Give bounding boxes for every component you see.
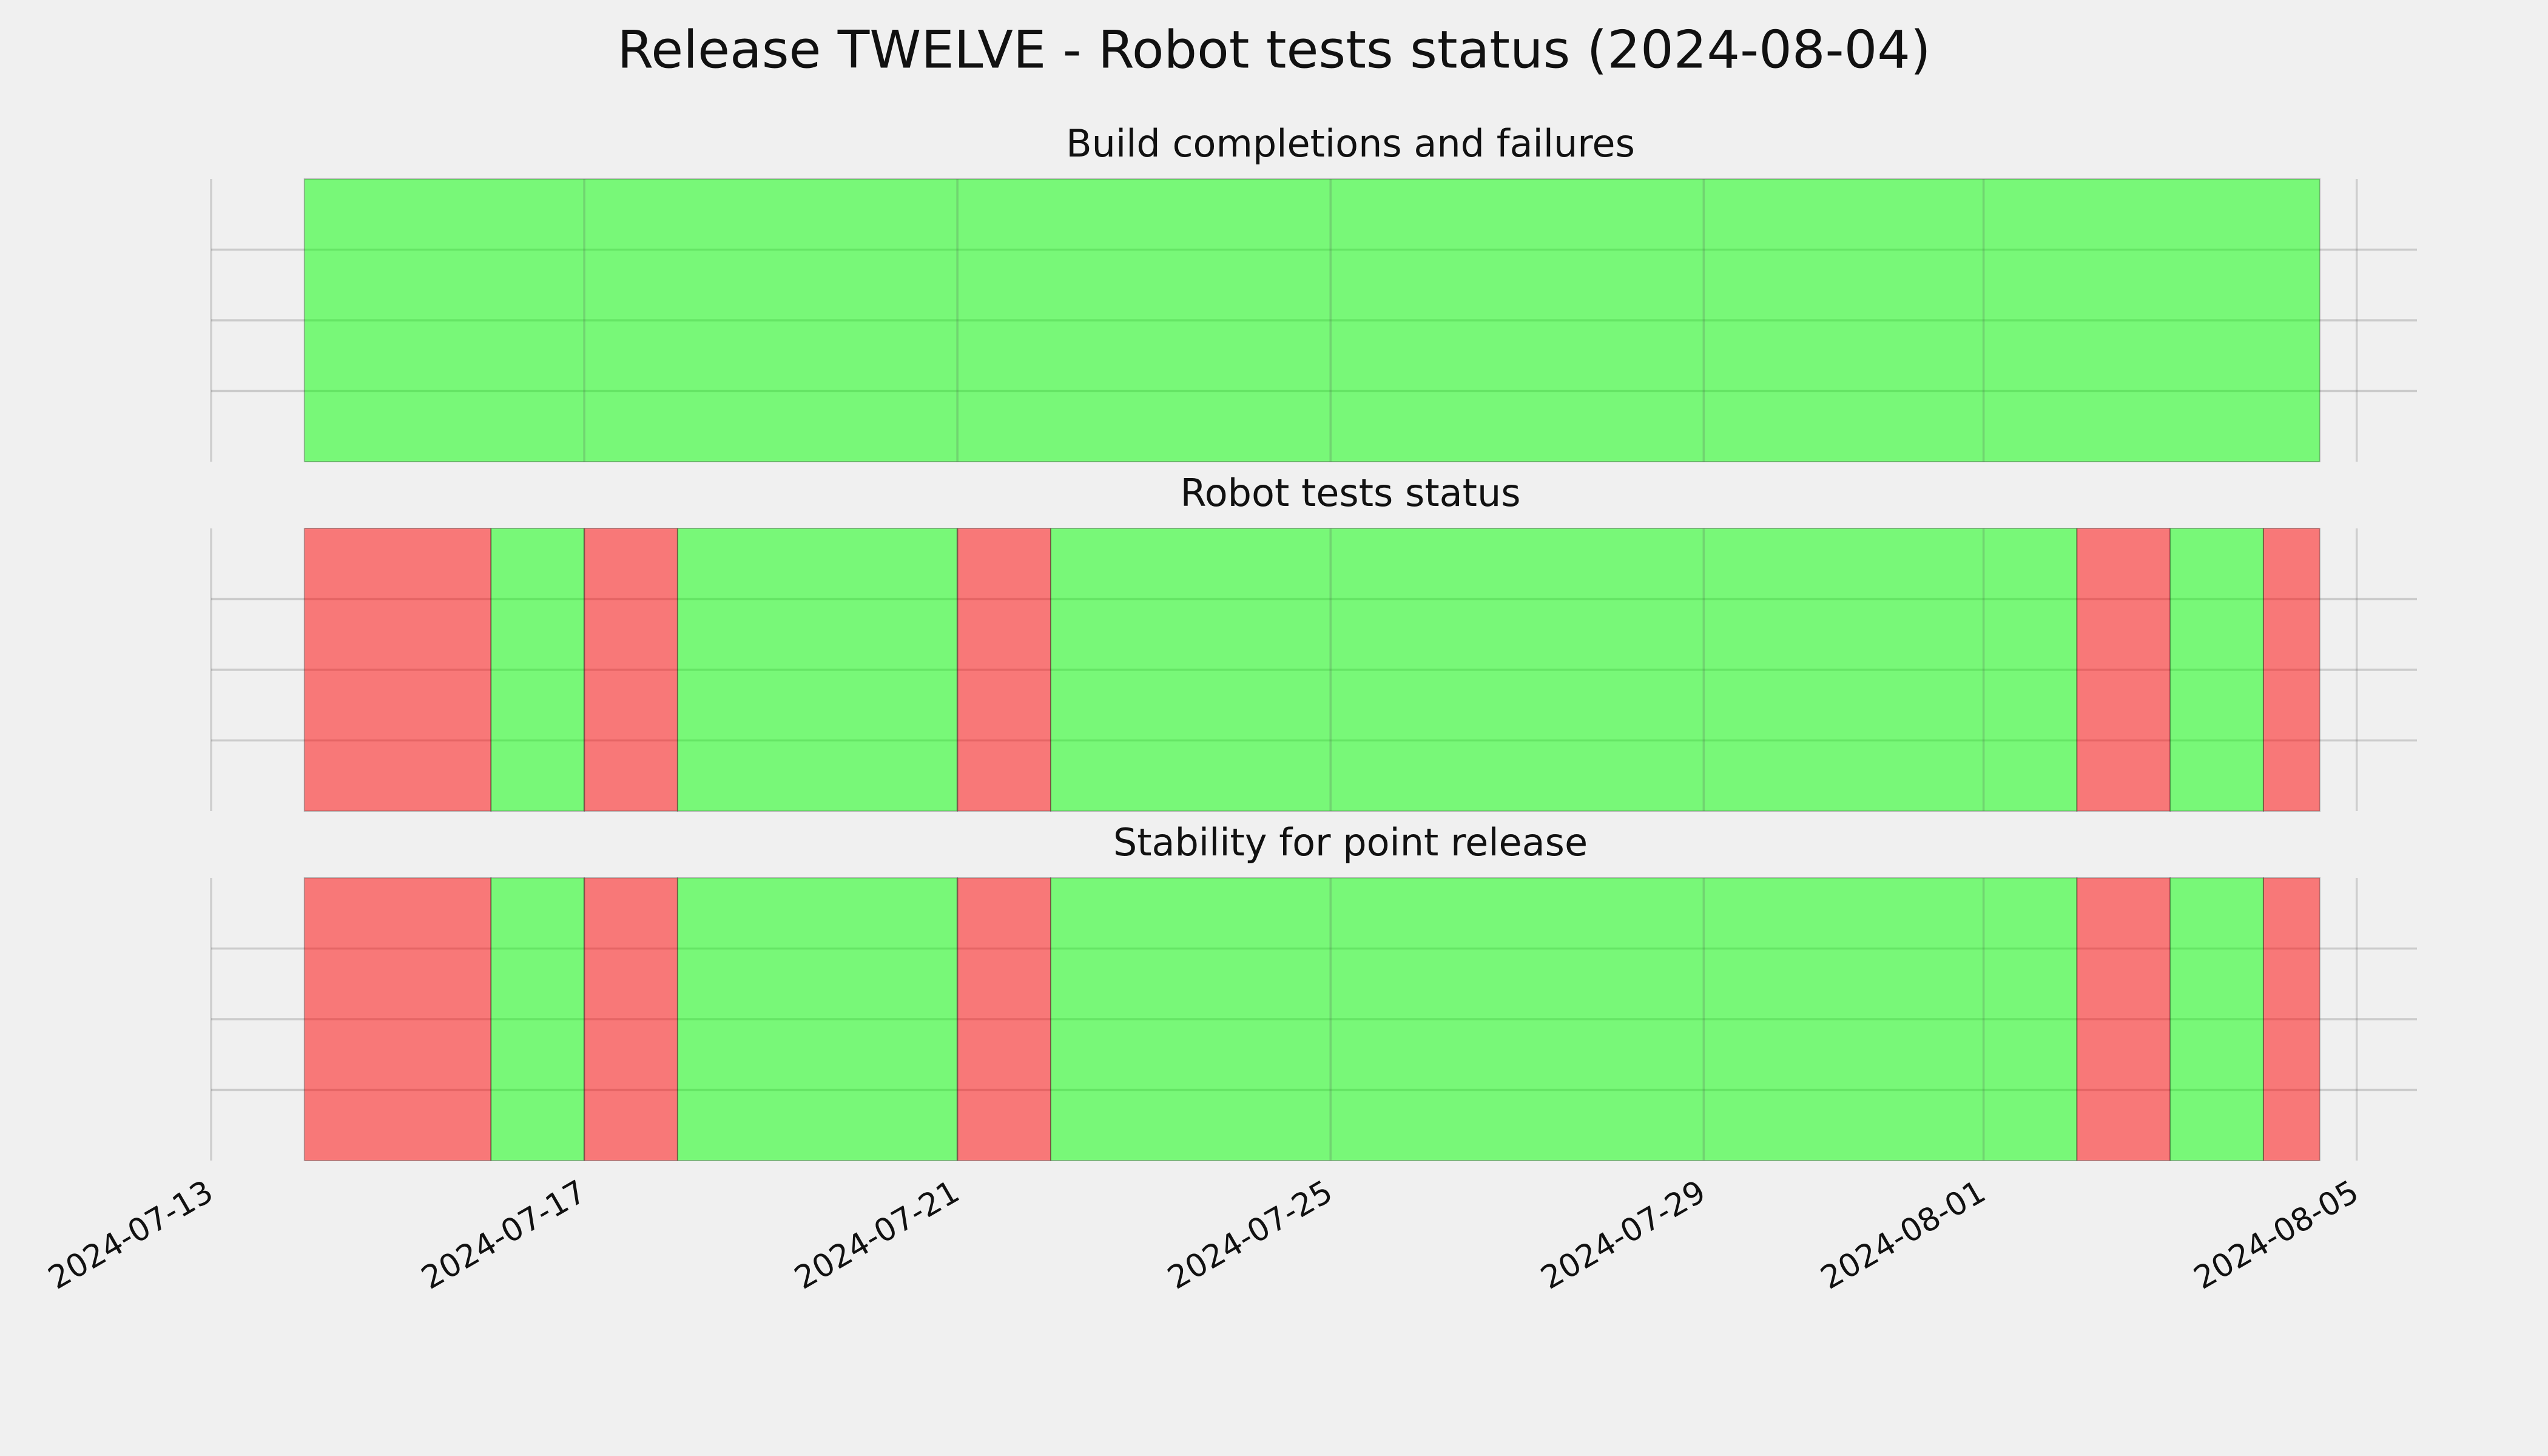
status-span (2262, 877, 2320, 1161)
x-tick-label: 2024-07-21 (789, 1173, 966, 1296)
status-span (957, 877, 1051, 1161)
status-span (2169, 877, 2264, 1161)
x-tick-label: 2024-08-05 (2188, 1173, 2365, 1296)
status-span (1050, 877, 2078, 1161)
x-tick-label: 2024-08-01 (1815, 1173, 1992, 1296)
status-span (490, 528, 585, 812)
status-span (957, 528, 1051, 812)
panel-title: Stability for point release (1113, 820, 1588, 864)
figure-title: Release TWELVE - Robot tests status (202… (617, 19, 1930, 80)
status-span (2169, 528, 2264, 812)
x-tick-label: 2024-07-13 (42, 1173, 220, 1296)
status-span (303, 528, 492, 812)
status-span (676, 528, 959, 812)
x-tick-label: 2024-07-17 (416, 1173, 593, 1296)
status-span (2076, 877, 2171, 1161)
status-span (1050, 528, 2078, 812)
status-span (303, 877, 492, 1161)
status-span (584, 528, 678, 812)
status-span (676, 877, 959, 1161)
status-span (2076, 528, 2171, 812)
panel-title: Robot tests status (1180, 471, 1520, 515)
x-tick-label: 2024-07-25 (1162, 1173, 1339, 1296)
status-span (490, 877, 585, 1161)
x-tick-label: 2024-07-29 (1535, 1173, 1712, 1296)
status-span (303, 178, 2320, 462)
status-span (584, 877, 678, 1161)
status-span (2262, 528, 2320, 812)
panel-title: Build completions and failures (1066, 121, 1635, 166)
